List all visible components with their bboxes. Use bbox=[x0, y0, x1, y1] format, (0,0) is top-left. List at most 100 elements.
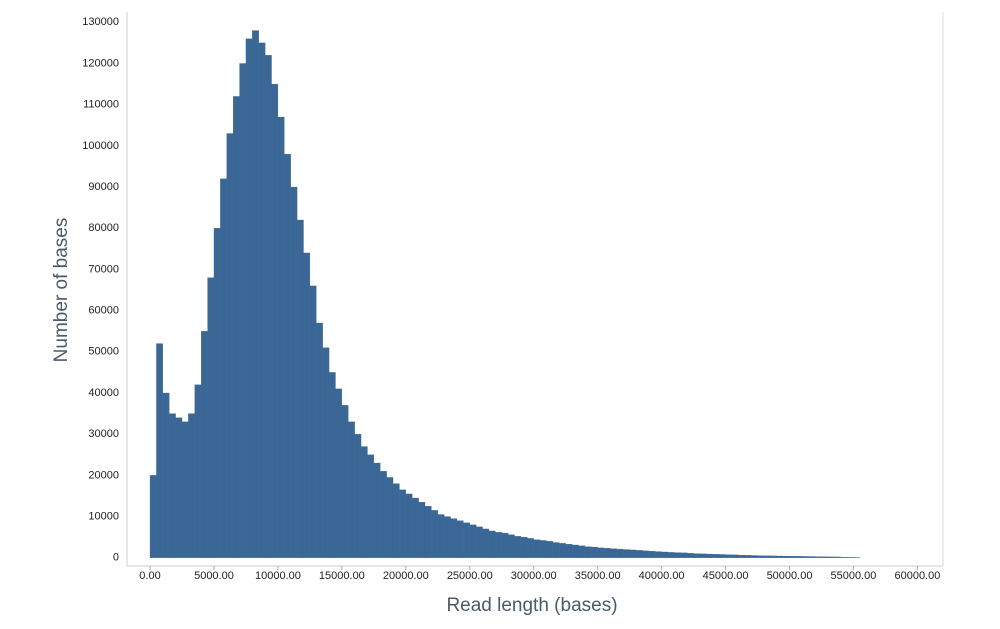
y-tick-label: 30000 bbox=[88, 428, 119, 440]
bar bbox=[655, 551, 662, 558]
bar bbox=[328, 372, 336, 558]
bar bbox=[252, 30, 259, 558]
bar bbox=[527, 538, 534, 558]
bar bbox=[316, 322, 323, 558]
bar bbox=[149, 475, 157, 558]
bar bbox=[348, 421, 355, 558]
x-tick-label: 25000.00 bbox=[447, 570, 493, 582]
bar bbox=[220, 178, 227, 558]
bar bbox=[258, 42, 266, 558]
x-axis-title: Read length (bases) bbox=[446, 595, 617, 616]
bar bbox=[239, 63, 247, 558]
bar bbox=[476, 526, 483, 558]
bar bbox=[610, 548, 618, 558]
bar bbox=[373, 462, 381, 558]
x-tick-label: 30000.00 bbox=[511, 570, 557, 582]
y-tick-label: 120000 bbox=[82, 57, 119, 69]
bar bbox=[795, 556, 803, 558]
x-tick-label: 40000.00 bbox=[639, 570, 685, 582]
bar bbox=[341, 405, 349, 558]
x-tick-label: 15000.00 bbox=[319, 570, 365, 582]
bar bbox=[194, 384, 202, 558]
bar bbox=[667, 552, 675, 558]
bar bbox=[469, 524, 477, 558]
x-tick-label: 45000.00 bbox=[703, 570, 749, 582]
bar bbox=[450, 518, 458, 558]
bar bbox=[565, 544, 573, 558]
bar bbox=[437, 514, 445, 558]
bar bbox=[431, 510, 438, 558]
y-tick-label: 90000 bbox=[88, 181, 119, 193]
bar bbox=[245, 38, 253, 558]
bar bbox=[380, 471, 387, 558]
y-tick-label: 10000 bbox=[88, 510, 119, 522]
y-tick-label: 0 bbox=[113, 552, 119, 564]
bar bbox=[392, 483, 400, 558]
bar bbox=[175, 417, 183, 558]
bar bbox=[520, 537, 528, 558]
bar bbox=[616, 548, 624, 558]
x-tick-label: 0.00 bbox=[139, 570, 160, 582]
bar bbox=[699, 553, 707, 558]
x-tick-label: 35000.00 bbox=[575, 570, 621, 582]
y-tick-label: 60000 bbox=[88, 305, 119, 317]
bar bbox=[201, 331, 208, 558]
bar bbox=[648, 551, 656, 558]
bar bbox=[770, 555, 777, 558]
bar bbox=[405, 493, 413, 558]
bar bbox=[827, 556, 835, 558]
bar bbox=[309, 285, 317, 558]
bar bbox=[712, 554, 720, 558]
bar bbox=[591, 546, 598, 558]
bar bbox=[763, 555, 771, 558]
bar bbox=[482, 528, 490, 558]
bar bbox=[635, 550, 643, 558]
bar bbox=[782, 555, 790, 558]
bar bbox=[418, 502, 426, 558]
y-tick-label: 20000 bbox=[88, 469, 119, 481]
bar bbox=[834, 556, 841, 558]
bar bbox=[814, 556, 822, 558]
bar bbox=[284, 153, 291, 558]
bar bbox=[207, 277, 215, 558]
bar bbox=[687, 553, 694, 558]
bar bbox=[181, 421, 189, 558]
bar bbox=[719, 554, 726, 558]
bar bbox=[386, 477, 394, 558]
bar bbox=[367, 454, 374, 558]
bar bbox=[603, 548, 611, 558]
bar bbox=[444, 516, 451, 558]
bar bbox=[412, 497, 419, 558]
bar bbox=[802, 556, 809, 558]
bar bbox=[674, 552, 681, 558]
bar bbox=[156, 343, 163, 558]
x-tick-label: 60000.00 bbox=[894, 570, 940, 582]
bar bbox=[463, 522, 470, 558]
bar bbox=[584, 546, 592, 558]
bar bbox=[169, 413, 176, 558]
bar bbox=[661, 551, 669, 558]
bar bbox=[213, 228, 221, 558]
bar bbox=[354, 434, 362, 558]
bar bbox=[642, 550, 649, 558]
bar bbox=[264, 55, 272, 558]
bar bbox=[789, 556, 797, 558]
x-tick-label: 20000.00 bbox=[383, 570, 429, 582]
bar bbox=[303, 252, 311, 558]
bar bbox=[507, 534, 515, 558]
y-tick-label: 40000 bbox=[88, 387, 119, 399]
bar bbox=[271, 83, 279, 558]
y-tick-label: 100000 bbox=[82, 140, 119, 152]
bar bbox=[539, 540, 547, 558]
bar bbox=[808, 556, 816, 558]
bar bbox=[488, 530, 496, 558]
bar bbox=[578, 545, 586, 558]
bar bbox=[514, 536, 522, 558]
y-axis-title: Number of bases bbox=[51, 218, 72, 363]
bar bbox=[296, 219, 304, 558]
bar bbox=[533, 539, 541, 558]
bar bbox=[725, 554, 733, 558]
bar bbox=[776, 555, 784, 558]
bar bbox=[233, 96, 240, 558]
